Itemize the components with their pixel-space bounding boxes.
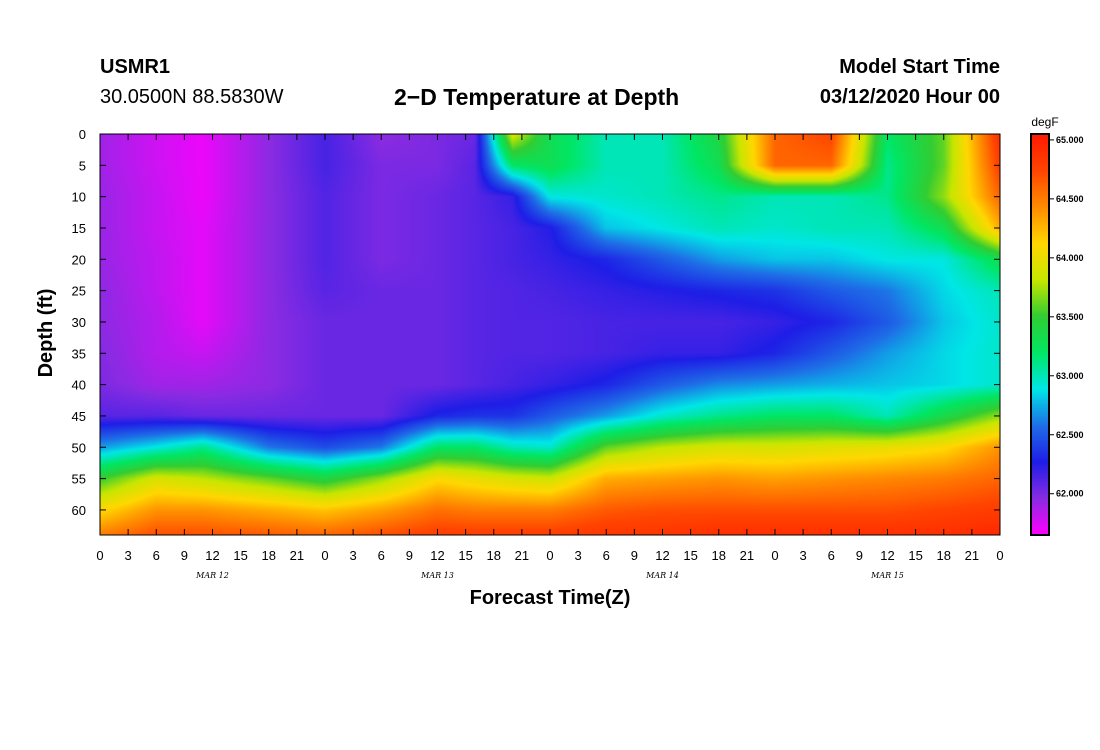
- chart-title: 2−D Temperature at Depth: [394, 84, 680, 110]
- y-tick-label: 30: [72, 315, 86, 330]
- x-tick-label: 21: [740, 548, 754, 563]
- x-tick-label: 9: [181, 548, 188, 563]
- colorbar-tick-label: 64.000: [1056, 253, 1084, 263]
- station-id: USMR1: [100, 56, 171, 78]
- x-tick-label: 18: [487, 548, 501, 563]
- temperature-heatmap: [100, 134, 1000, 535]
- x-tick-label: 9: [856, 548, 863, 563]
- x-tick-label: 3: [575, 548, 582, 563]
- x-tick-label: 21: [290, 548, 304, 563]
- y-tick-label: 60: [72, 503, 86, 518]
- x-tick-label: 0: [996, 548, 1003, 563]
- x-tick-label: 6: [153, 548, 160, 563]
- y-tick-label: 0: [79, 127, 86, 142]
- x-tick-label: 0: [771, 548, 778, 563]
- colorbar-unit: degF: [1031, 115, 1058, 129]
- x-tick-label: 6: [828, 548, 835, 563]
- x-tick-label: 0: [96, 548, 103, 563]
- colorbar-tick-label: 62.000: [1056, 489, 1084, 499]
- y-tick-label: 25: [72, 284, 86, 299]
- colorbar-tick-label: 62.500: [1056, 430, 1084, 440]
- x-tick-label: 15: [233, 548, 247, 563]
- x-tick-label: 18: [937, 548, 951, 563]
- y-tick-label: 15: [72, 221, 86, 236]
- x-tick-label: 9: [406, 548, 413, 563]
- y-tick-label: 55: [72, 472, 86, 487]
- x-tick-label: 0: [321, 548, 328, 563]
- colorbar-tick-label: 64.500: [1056, 194, 1084, 204]
- colorbar-tick-label: 63.000: [1056, 371, 1084, 381]
- x-day-label: MAR 13: [420, 571, 454, 580]
- y-tick-label: 20: [72, 252, 86, 267]
- x-tick-label: 3: [800, 548, 807, 563]
- x-tick-label: 15: [458, 548, 472, 563]
- x-tick-label: 0: [546, 548, 553, 563]
- y-tick-label: 50: [72, 440, 86, 455]
- x-day-label: MAR 14: [645, 571, 679, 580]
- colorbar-tick-label: 63.500: [1056, 312, 1084, 322]
- x-tick-label: 3: [350, 548, 357, 563]
- model-start-value: 03/12/2020 Hour 00: [819, 86, 1000, 108]
- station-coordinates: 30.0500N 88.5830W: [100, 86, 284, 108]
- x-tick-label: 3: [125, 548, 132, 563]
- y-tick-label: 45: [72, 409, 86, 424]
- colorbar-frame: [1030, 133, 1050, 536]
- x-day-label: MAR 12: [195, 571, 229, 580]
- x-tick-label: 6: [378, 548, 385, 563]
- x-tick-label: 15: [683, 548, 697, 563]
- x-day-label: MAR 15: [870, 571, 904, 580]
- x-tick-label: 6: [603, 548, 610, 563]
- x-tick-label: 9: [631, 548, 638, 563]
- x-axis: 0 3 6 9 12 15 18 21 0 3 6 9 12 15 18 21 0 3 6 9 12 15 18 21 0 3 6 9…: [96, 134, 1004, 580]
- model-start-label: Model Start Time: [839, 56, 1000, 78]
- colorbar: [1031, 134, 1049, 535]
- y-tick-label: 40: [72, 378, 86, 393]
- y-axis: 0 5 10 15 20 25 30 35 40 45 50 55 60: [72, 127, 1000, 518]
- x-tick-label: 18: [712, 548, 726, 563]
- y-tick-label: 5: [79, 158, 86, 173]
- x-axis-title: Forecast Time(Z): [470, 587, 631, 609]
- x-tick-label: 12: [430, 548, 444, 563]
- x-tick-label: 21: [515, 548, 529, 563]
- colorbar-ticks: 62.000 62.500 63.000 63.500 64.000 64.500 65.0…: [1049, 135, 1084, 499]
- y-tick-label: 35: [72, 346, 86, 361]
- x-tick-label: 12: [205, 548, 219, 563]
- x-tick-label: 12: [655, 548, 669, 563]
- colorbar-tick-label: 65.000: [1056, 135, 1084, 145]
- x-tick-label: 18: [262, 548, 276, 563]
- y-tick-label: 10: [72, 190, 86, 205]
- x-tick-label: 21: [965, 548, 979, 563]
- x-tick-label: 12: [880, 548, 894, 563]
- y-axis-title: Depth (ft): [35, 289, 57, 378]
- x-tick-label: 15: [908, 548, 922, 563]
